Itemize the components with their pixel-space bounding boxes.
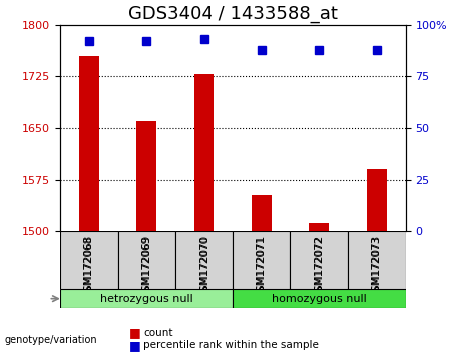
FancyBboxPatch shape bbox=[348, 232, 406, 289]
Bar bbox=[252, 195, 272, 232]
FancyBboxPatch shape bbox=[175, 232, 233, 289]
Text: GSM172068: GSM172068 bbox=[84, 235, 94, 299]
FancyBboxPatch shape bbox=[60, 232, 118, 289]
FancyBboxPatch shape bbox=[118, 232, 175, 289]
Text: GSM172071: GSM172071 bbox=[257, 235, 266, 299]
Text: percentile rank within the sample: percentile rank within the sample bbox=[143, 340, 319, 350]
FancyBboxPatch shape bbox=[233, 232, 290, 289]
Title: GDS3404 / 1433588_at: GDS3404 / 1433588_at bbox=[128, 6, 338, 23]
Text: GSM172068: GSM172068 bbox=[84, 234, 94, 298]
Text: GSM172072: GSM172072 bbox=[314, 234, 324, 298]
Text: GSM172073: GSM172073 bbox=[372, 235, 382, 299]
Text: genotype/variation: genotype/variation bbox=[5, 335, 97, 345]
Text: ■: ■ bbox=[129, 326, 141, 339]
Bar bbox=[194, 74, 214, 232]
Text: GSM172072: GSM172072 bbox=[314, 235, 324, 299]
Text: GSM172073: GSM172073 bbox=[372, 234, 382, 298]
Bar bbox=[136, 121, 156, 232]
Text: GSM172069: GSM172069 bbox=[142, 234, 151, 298]
Text: GSM172071: GSM172071 bbox=[257, 234, 266, 298]
Bar bbox=[367, 170, 387, 232]
Text: ■: ■ bbox=[129, 339, 141, 352]
Text: count: count bbox=[143, 328, 172, 338]
FancyBboxPatch shape bbox=[233, 289, 406, 308]
Bar bbox=[309, 223, 329, 232]
Text: hetrozygous null: hetrozygous null bbox=[100, 294, 193, 304]
Text: GSM172070: GSM172070 bbox=[199, 235, 209, 299]
Text: GSM172070: GSM172070 bbox=[199, 234, 209, 297]
Bar bbox=[79, 56, 99, 232]
FancyBboxPatch shape bbox=[290, 232, 348, 289]
Text: GSM172069: GSM172069 bbox=[142, 235, 151, 299]
Text: homozygous null: homozygous null bbox=[272, 294, 366, 304]
FancyBboxPatch shape bbox=[60, 289, 233, 308]
